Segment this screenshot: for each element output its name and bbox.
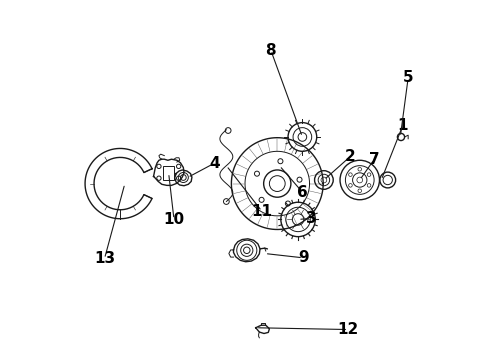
Text: 2: 2 (344, 149, 355, 164)
Text: 11: 11 (251, 204, 272, 219)
Text: 1: 1 (397, 118, 408, 133)
Text: 8: 8 (266, 43, 276, 58)
Text: 4: 4 (209, 156, 220, 171)
Text: 7: 7 (369, 152, 379, 167)
Text: 9: 9 (298, 250, 308, 265)
Text: 12: 12 (338, 322, 359, 337)
Text: 5: 5 (403, 70, 414, 85)
Text: 6: 6 (297, 185, 308, 200)
Text: 13: 13 (94, 251, 115, 266)
Text: 10: 10 (164, 212, 185, 227)
Text: 3: 3 (306, 211, 317, 226)
Bar (163, 166, 174, 180)
